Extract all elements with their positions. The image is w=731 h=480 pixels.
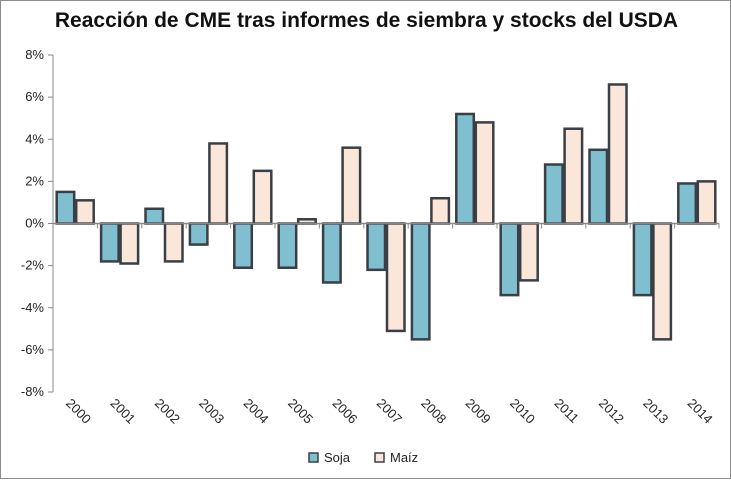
bar-maiz-2009	[474, 121, 495, 225]
legend-label-soja: Soja	[324, 450, 351, 465]
bar-soja-2012	[588, 148, 609, 225]
x-tick-label-2014: 2014	[685, 396, 716, 427]
bar-maiz-2012	[607, 83, 628, 225]
bar-maiz-2004	[252, 169, 273, 225]
bar-maiz-2013	[652, 222, 673, 341]
bar-soja-2004	[233, 222, 254, 269]
bar-soja-2011	[543, 163, 564, 225]
x-tick-label-2001: 2001	[107, 396, 138, 427]
legend-label-maiz: Maíz	[390, 450, 418, 465]
bar-maiz-2011	[563, 127, 584, 225]
x-tick-label-2004: 2004	[241, 396, 272, 427]
bar-soja-2007	[366, 222, 387, 272]
y-tick-label: 2%	[25, 173, 44, 188]
x-tick-label-2013: 2013	[640, 396, 671, 427]
legend-swatch-maiz	[374, 452, 385, 463]
x-tick-label-2008: 2008	[418, 396, 449, 427]
bar-maiz-2001	[119, 222, 140, 265]
y-tick-label: -8%	[21, 384, 45, 399]
bar-soja-2009	[455, 112, 476, 225]
bar-maiz-2006	[341, 146, 362, 225]
bar-soja-2005	[277, 222, 298, 269]
bar-soja-2002	[144, 207, 165, 225]
y-tick-label: -2%	[21, 258, 45, 273]
x-tick-label-2007: 2007	[374, 396, 405, 427]
x-tick-label-2012: 2012	[596, 396, 627, 427]
bar-soja-2010	[499, 222, 520, 297]
x-tick-label-2006: 2006	[329, 396, 360, 427]
x-tick-label-2000: 2000	[63, 396, 94, 427]
x-tick-label-2003: 2003	[196, 396, 227, 427]
y-tick-label: -6%	[21, 342, 45, 357]
bar-soja-2000	[55, 190, 76, 225]
bar-maiz-2010	[518, 222, 539, 282]
bar-maiz-2002	[163, 222, 184, 263]
y-tick-label: 6%	[25, 89, 44, 104]
bar-maiz-2000	[74, 199, 95, 225]
bar-soja-2003	[188, 222, 209, 246]
x-tick-label-2011: 2011	[551, 396, 581, 426]
bar-maiz-2014	[696, 180, 717, 225]
bar-soja-2006	[321, 222, 342, 284]
x-tick-label-2005: 2005	[285, 396, 316, 427]
bar-maiz-2007	[385, 222, 406, 333]
y-tick-label: 8%	[25, 47, 44, 62]
bar-soja-2014	[677, 182, 698, 225]
bar-soja-2013	[632, 222, 653, 297]
bar-soja-2001	[99, 222, 120, 263]
x-tick-label-2010: 2010	[507, 396, 538, 427]
bar-maiz-2003	[208, 142, 229, 225]
x-tick-label-2002: 2002	[152, 396, 183, 427]
bar-soja-2008	[410, 222, 431, 341]
x-tick-label-2009: 2009	[463, 396, 494, 427]
chart-title: Reacción de CME tras informes de siembra…	[54, 9, 679, 32]
y-tick-label: 0%	[25, 216, 44, 231]
bar-maiz-2008	[430, 196, 451, 225]
y-tick-label: 4%	[25, 131, 44, 146]
y-tick-label: -4%	[21, 300, 45, 315]
legend-swatch-soja	[308, 452, 319, 463]
